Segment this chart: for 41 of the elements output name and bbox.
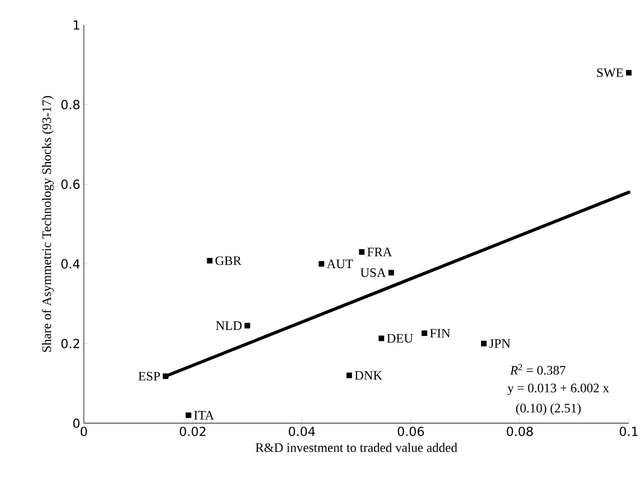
y-tick-label: 1 <box>74 20 80 30</box>
annotation: SWE <box>597 68 623 78</box>
annotation: (0.10) (2.51) <box>516 403 581 416</box>
y-tick-label: 0.2 <box>61 338 80 348</box>
annotation: y = 0.013 + 6.002 x <box>508 384 610 395</box>
x-tick-label: 0.04 <box>288 426 315 436</box>
point <box>422 330 428 336</box>
annotation: R$^{2}$ = 0.387 <box>510 364 566 375</box>
x-tick-label: 0.1 <box>620 426 638 436</box>
x-tick-label: 0.06 <box>398 426 424 436</box>
point <box>378 336 384 342</box>
y-tick-label: 0.4 <box>61 259 80 269</box>
annotation: FIN <box>430 328 450 338</box>
annotation: AUT <box>326 260 353 268</box>
annotation: GBR <box>215 256 242 266</box>
point <box>186 412 192 418</box>
point <box>244 322 250 328</box>
annotation: FRA <box>367 248 392 256</box>
annotation: USA <box>360 268 386 277</box>
point <box>481 340 487 346</box>
point <box>162 373 168 379</box>
x-axis-title: R&D investment to traded value added <box>256 442 458 452</box>
point <box>206 258 213 264</box>
point <box>388 270 394 276</box>
x-tick-label: 0.02 <box>180 426 206 436</box>
annotation: JPN <box>489 339 510 348</box>
x-tick-label: 0 <box>80 426 87 436</box>
annotation: NLD <box>216 321 242 330</box>
point <box>318 261 324 267</box>
point <box>626 70 632 76</box>
annotation: ITA <box>194 410 214 420</box>
x-tick-label: 0.08 <box>506 426 533 436</box>
y-tick-label: 0.8 <box>61 100 80 110</box>
point <box>358 249 365 255</box>
y-axis-title: Share of Asymmetric Technology Shocks (93-17) <box>42 96 54 352</box>
annotation: DEU <box>386 334 413 343</box>
point <box>346 372 352 378</box>
annotation: DNK <box>354 371 382 380</box>
annotation: ESP <box>138 372 160 381</box>
y-tick-label: 0 <box>73 418 80 428</box>
y-tick-label: 0.6 <box>61 180 80 189</box>
